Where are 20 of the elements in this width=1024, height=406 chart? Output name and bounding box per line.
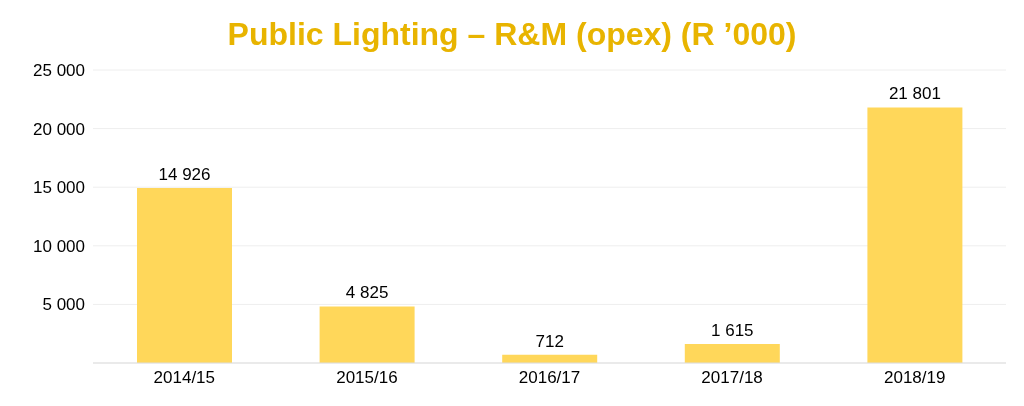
data-label: 1 615 — [711, 321, 754, 341]
y-tick-label: 25 000 — [33, 61, 85, 81]
x-tick-label: 2014/15 — [153, 368, 216, 388]
bar — [319, 306, 415, 363]
bar — [137, 188, 232, 363]
y-tick-label: 10 000 — [33, 236, 85, 256]
x-tick-label: 2017/18 — [701, 368, 763, 388]
data-label: 21 801 — [888, 84, 941, 104]
data-label: 4 825 — [345, 283, 389, 303]
y-tick-label: 20 000 — [33, 119, 85, 139]
data-label: 14 926 — [158, 165, 211, 185]
bar — [684, 344, 780, 363]
data-label: 712 — [535, 331, 564, 351]
y-tick-label: 5 000 — [42, 295, 85, 315]
x-tick-label: 2015/16 — [336, 368, 398, 388]
x-tick-label: 2018/19 — [883, 368, 946, 388]
y-tick-label: 15 000 — [33, 178, 85, 198]
x-tick-label: 2016/17 — [518, 368, 581, 388]
chart-title: Public Lighting – R&M (opex) (R ’000) — [226, 15, 798, 54]
bar — [867, 107, 963, 363]
